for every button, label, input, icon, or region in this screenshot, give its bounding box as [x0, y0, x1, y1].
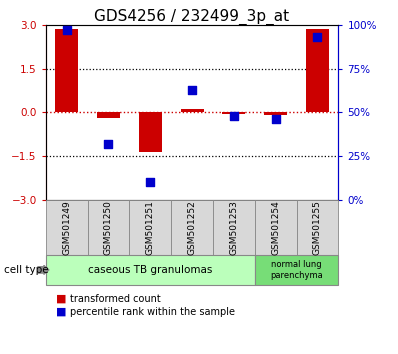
- Text: caseous TB granulomas: caseous TB granulomas: [88, 265, 213, 275]
- Text: cell type: cell type: [4, 265, 49, 275]
- Bar: [55, 29, 78, 113]
- Bar: [181, 109, 203, 113]
- Point: [231, 113, 237, 119]
- Text: ■: ■: [56, 294, 66, 304]
- Point: [64, 27, 70, 33]
- Text: GSM501249: GSM501249: [62, 200, 71, 255]
- Text: percentile rank within the sample: percentile rank within the sample: [70, 307, 235, 316]
- Text: GSM501250: GSM501250: [104, 200, 113, 255]
- Text: normal lung
parenchyma: normal lung parenchyma: [270, 260, 323, 280]
- Text: GSM501251: GSM501251: [146, 200, 155, 255]
- Title: GDS4256 / 232499_3p_at: GDS4256 / 232499_3p_at: [94, 8, 290, 25]
- Point: [272, 116, 279, 122]
- Text: transformed count: transformed count: [70, 294, 160, 304]
- Text: GSM501252: GSM501252: [187, 200, 197, 255]
- Point: [147, 180, 154, 185]
- Bar: [222, 113, 245, 114]
- Text: ■: ■: [56, 307, 66, 316]
- Bar: [264, 113, 287, 115]
- Text: GSM501254: GSM501254: [271, 200, 280, 255]
- Point: [314, 34, 321, 40]
- Text: GSM501253: GSM501253: [229, 200, 238, 255]
- Bar: [306, 29, 329, 113]
- Text: GSM501255: GSM501255: [313, 200, 322, 255]
- Bar: [97, 113, 120, 118]
- Point: [189, 87, 195, 92]
- Bar: [139, 113, 162, 152]
- Point: [105, 141, 111, 147]
